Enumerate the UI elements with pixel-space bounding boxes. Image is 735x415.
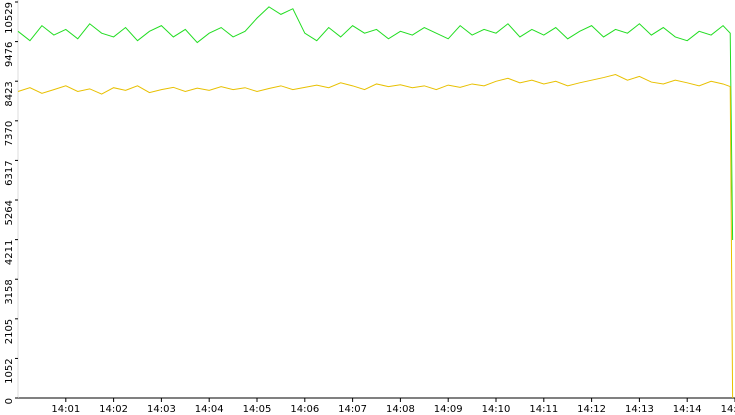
y-tick-label: 9476 bbox=[4, 42, 15, 67]
x-tick-label: 14:10 bbox=[482, 404, 511, 415]
y-tick-label: 3158 bbox=[4, 279, 15, 304]
x-tick-label: 14:08 bbox=[386, 404, 415, 415]
y-tick-label: 10529 bbox=[4, 2, 15, 34]
series-line bbox=[17, 6, 734, 241]
y-tick-label: 7370 bbox=[4, 121, 15, 146]
x-tick-label: 14:14 bbox=[673, 404, 702, 415]
x-tick-label: 14:03 bbox=[147, 404, 176, 415]
x-tick-label: 14:01 bbox=[51, 404, 80, 415]
x-tick-label: 14:13 bbox=[625, 404, 654, 415]
y-tick-label: 8423 bbox=[4, 81, 15, 106]
y-tick-label: 0 bbox=[4, 398, 15, 404]
x-tick-label: 14:02 bbox=[99, 404, 128, 415]
x-tick-label: 14:11 bbox=[529, 404, 558, 415]
x-tick-label: 14:09 bbox=[434, 404, 463, 415]
x-tick-label: 14:05 bbox=[243, 404, 272, 415]
y-tick-label: 5264 bbox=[4, 200, 15, 225]
x-tick-label: 14:07 bbox=[338, 404, 367, 415]
x-tick-label: 14:15 bbox=[721, 404, 735, 415]
y-tick-label: 1052 bbox=[4, 358, 15, 383]
y-tick-label: 4211 bbox=[4, 240, 15, 265]
y-tick-label: 2105 bbox=[4, 319, 15, 344]
series-line bbox=[17, 74, 734, 399]
x-tick-label: 14:12 bbox=[577, 404, 606, 415]
y-tick-label: 6317 bbox=[4, 160, 15, 185]
x-tick-label: 14:06 bbox=[290, 404, 319, 415]
x-tick-label: 14:04 bbox=[195, 404, 224, 415]
